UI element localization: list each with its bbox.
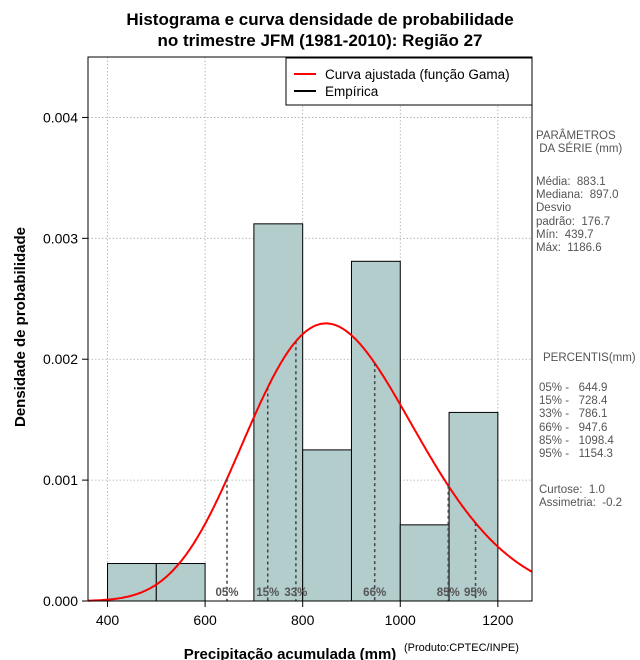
legend-label: Curva ajustada (função Gama) [325, 67, 510, 82]
gamma-density-curve [87, 322, 533, 602]
percentile-label: 66% [363, 587, 386, 599]
histogram-bar [350, 260, 401, 602]
x-tick-label: 400 [96, 612, 120, 628]
y-tick-label: 0.003 [43, 230, 78, 246]
percentile-label: 33% [284, 587, 307, 599]
y-tick-label: 0.001 [43, 472, 78, 488]
legend-label: Empírica [325, 84, 379, 99]
histogram-bar [399, 524, 450, 602]
source-note: (Produto:CPTEC/INPE) [404, 642, 519, 654]
percentile-label: 85% [437, 587, 460, 599]
params-body: Média: 883.1 Mediana: 897.0 Desvio padrã… [536, 176, 619, 255]
plot-frame [87, 56, 533, 602]
x-tick-label: 1000 [385, 612, 416, 628]
y-tick-label: 0.002 [43, 351, 78, 367]
histogram-bar [155, 563, 206, 602]
histogram-bar [448, 411, 499, 602]
percentis-body: 05% - 644.9 15% - 728.4 33% - 786.1 66% … [539, 382, 614, 461]
percentile-label: 95% [464, 587, 487, 599]
y-tick-label: 0.000 [43, 593, 78, 609]
chart-title-line2: no trimestre JFM (1981-2010): Região 27 [157, 31, 483, 50]
percentile-label: 15% [256, 587, 279, 599]
y-tick-label: 0.004 [43, 109, 78, 125]
histogram-bar [302, 449, 352, 602]
histogram-bar [253, 223, 304, 602]
legend-box [285, 57, 533, 106]
x-tick-label: 1200 [482, 612, 513, 628]
params-title: PARÂMETROS DA SÉRIE (mm) [536, 130, 623, 156]
chart-title-line1: Histograma e curva densidade de probabil… [126, 10, 514, 29]
percentile-label: 05% [215, 587, 238, 599]
percentis-title: PERCENTIS(mm) [543, 352, 636, 364]
x-tick-label: 600 [193, 612, 217, 628]
x-axis-title: Precipitação acumulada (mm) [184, 646, 397, 660]
y-axis-title: Densidade de probabilidade [12, 227, 29, 427]
x-tick-label: 800 [291, 612, 315, 628]
shape-stats: Curtose: 1.0 Assimetria: -0.2 [539, 484, 623, 510]
